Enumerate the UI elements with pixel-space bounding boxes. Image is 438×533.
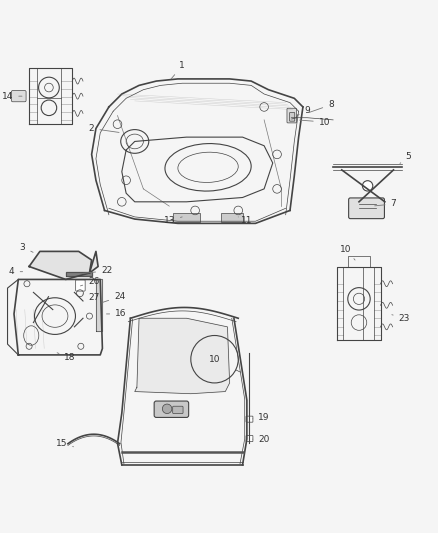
Text: 23: 23	[392, 314, 410, 323]
FancyBboxPatch shape	[173, 406, 183, 414]
Text: 10: 10	[209, 355, 220, 364]
Text: 9: 9	[298, 106, 310, 115]
Text: 24: 24	[103, 292, 125, 302]
FancyBboxPatch shape	[173, 213, 200, 222]
FancyBboxPatch shape	[246, 435, 253, 441]
FancyBboxPatch shape	[287, 108, 297, 123]
FancyBboxPatch shape	[349, 198, 385, 219]
Text: 26: 26	[81, 277, 99, 286]
Text: 8: 8	[309, 100, 334, 112]
Polygon shape	[96, 279, 102, 331]
Circle shape	[362, 181, 373, 191]
Text: 10: 10	[300, 118, 330, 126]
Polygon shape	[66, 272, 92, 276]
FancyBboxPatch shape	[246, 416, 253, 422]
Polygon shape	[89, 252, 98, 273]
Text: 16: 16	[106, 310, 127, 318]
Text: 22: 22	[81, 266, 112, 276]
Text: 7: 7	[374, 199, 396, 208]
Circle shape	[162, 404, 172, 414]
Text: 13: 13	[163, 216, 182, 225]
FancyBboxPatch shape	[290, 112, 295, 121]
Text: 27: 27	[83, 293, 99, 302]
Text: 18: 18	[57, 353, 76, 362]
FancyBboxPatch shape	[221, 213, 243, 222]
Text: 1: 1	[171, 61, 185, 79]
Text: 2: 2	[89, 124, 119, 133]
Text: 3: 3	[20, 243, 33, 252]
FancyBboxPatch shape	[154, 401, 189, 417]
Text: 5: 5	[400, 152, 411, 164]
Text: 11: 11	[238, 216, 253, 225]
Polygon shape	[29, 252, 92, 279]
Text: 19: 19	[253, 413, 270, 422]
FancyBboxPatch shape	[11, 91, 26, 102]
Polygon shape	[135, 318, 230, 394]
Text: 10: 10	[340, 245, 355, 260]
FancyBboxPatch shape	[76, 280, 85, 291]
Text: 15: 15	[56, 439, 74, 448]
Text: 14: 14	[2, 92, 22, 101]
Text: 4: 4	[9, 267, 23, 276]
Text: 20: 20	[253, 435, 270, 445]
